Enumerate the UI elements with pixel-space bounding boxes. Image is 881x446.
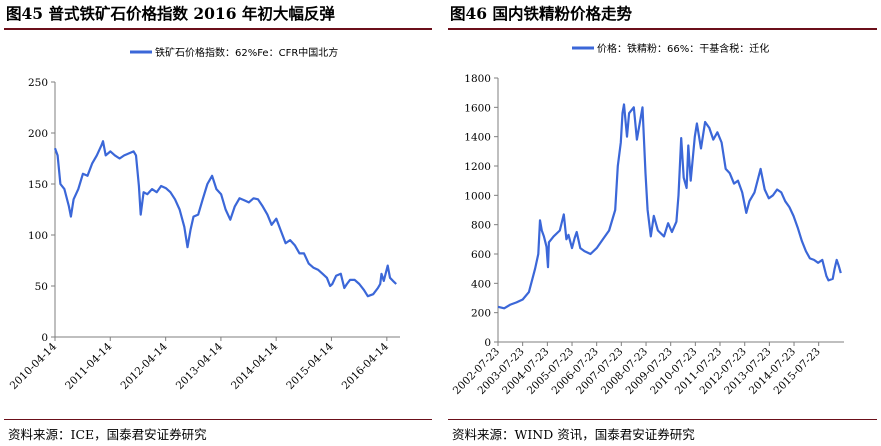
y-tick-label: 100 (28, 230, 48, 242)
x-tick-label: 2014-04-14 (229, 340, 281, 392)
y-tick-label: 1400 (464, 132, 491, 144)
y-tick-label: 50 (35, 281, 48, 293)
y-tick-label: 1800 (464, 73, 491, 85)
x-tick-label: 2012-04-14 (118, 340, 170, 392)
series-line (53, 140, 397, 298)
series-line (497, 103, 842, 310)
source-divider (448, 419, 877, 420)
y-tick-label: 250 (28, 77, 48, 89)
x-tick-label: 2010-04-14 (8, 340, 60, 392)
x-tick-label: 2016-04-14 (340, 340, 392, 392)
y-tick-label: 600 (471, 249, 491, 261)
y-tick-label: 200 (28, 128, 48, 140)
y-tick-label: 800 (471, 220, 491, 232)
chart-panel-iron-ore-index: 图45 普式铁矿石价格指数 2016 年初大幅反弹 0 50 100 150 200 25… (0, 0, 436, 446)
y-tick-label: 1600 (464, 102, 491, 114)
x-tick-label: 2015-04-14 (284, 340, 336, 392)
x-tick-label: 2013-04-14 (174, 340, 226, 392)
line-chart-iron-concentrate-price: 0200400600800100012001400160018002002-07… (451, 42, 844, 397)
y-tick-label: 0 (41, 332, 48, 344)
figure-title: 图46 国内铁精粉价格走势 (450, 4, 632, 23)
title-divider (448, 28, 877, 30)
source-note: 资料来源：ICE，国泰君安证券研究 (8, 427, 207, 442)
source-divider (4, 419, 432, 420)
y-tick-label: 1200 (464, 161, 491, 173)
x-tick-label: 2011-04-14 (63, 340, 115, 392)
y-tick-label: 1000 (464, 190, 491, 202)
y-tick-label: 150 (28, 179, 48, 191)
legend-label: 铁矿石价格指数：62%Fe：CFR中国北方 (155, 46, 338, 59)
y-tick-label: 0 (484, 337, 491, 349)
line-chart-iron-ore-index: 0 50 100 150 200 250 2010-04-14 2011-04-14 2012-… (8, 46, 400, 392)
legend-label: 价格：铁精粉：66%：干基含税：迁化 (597, 42, 769, 55)
y-tick-label: 200 (471, 308, 491, 320)
figure-title: 图45 普式铁矿石价格指数 2016 年初大幅反弹 (6, 4, 335, 23)
chart-panel-iron-concentrate-price: 图46 国内铁精粉价格走势 0 200 400 600 800 1000 1200 1400 1… (444, 0, 881, 446)
y-tick-label: 400 (471, 278, 491, 290)
title-divider (4, 28, 432, 30)
source-note: 资料来源：WIND 资讯，国泰君安证券研究 (452, 427, 695, 442)
